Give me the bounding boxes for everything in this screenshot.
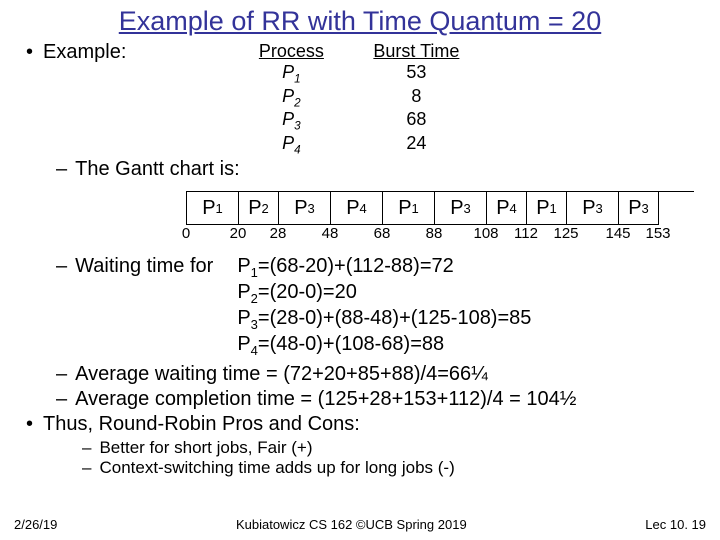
example-label: Example: (43, 41, 126, 64)
gantt-segment: P1 (383, 192, 435, 225)
avg-wait: Average waiting time = (72+20+85+88)/4=6… (75, 363, 488, 386)
process-name: P3 (226, 109, 356, 133)
bullet-dash: – (56, 363, 67, 386)
waiting-calc: P1=(68-20)+(112-88)=72 (237, 255, 531, 281)
process-table: Process Burst Time P153P28P368P424 (226, 41, 476, 156)
bullet-dash: – (56, 255, 67, 359)
gantt-tick: 88 (426, 225, 443, 242)
gantt-segment: P4 (331, 192, 383, 225)
waiting-calc: P2=(20-0)=20 (237, 281, 531, 307)
gantt-segment: P2 (239, 192, 279, 225)
pros-cons-bullet: • Thus, Round-Robin Pros and Cons: (26, 413, 694, 436)
process-row: P153 (226, 62, 476, 86)
content: • Example: Process Burst Time P153P28P36… (0, 37, 720, 478)
gantt-tick: 145 (605, 225, 630, 242)
example-bullet: • Example: Process Burst Time P153P28P36… (26, 41, 694, 156)
col-process-header: Process (226, 41, 356, 62)
burst-time: 8 (356, 86, 476, 110)
burst-time: 24 (356, 133, 476, 157)
footer-date: 2/26/19 (14, 517, 57, 532)
gantt-segment: P1 (527, 192, 567, 225)
bullet-dot: • (26, 413, 33, 436)
footer-right: Lec 10. 19 (645, 517, 706, 532)
slide-title: Example of RR with Time Quantum = 20 (0, 0, 720, 37)
pro-1: – Better for short jobs, Fair (+) (82, 438, 694, 458)
avg-comp-bullet: – Average completion time = (125+28+153+… (56, 388, 694, 411)
bullet-dash: – (82, 458, 91, 478)
bullet-dash: – (82, 438, 91, 458)
gantt-tick: 0 (182, 225, 190, 242)
gantt-segment: P3 (435, 192, 487, 225)
gantt-tick: 125 (553, 225, 578, 242)
waiting-label: Waiting time for (75, 255, 213, 359)
process-row: P368 (226, 109, 476, 133)
process-name: P1 (226, 62, 356, 86)
process-row: P424 (226, 133, 476, 157)
gantt-tick: 153 (645, 225, 670, 242)
gantt-tick: 112 (514, 225, 538, 242)
pro-1-text: Better for short jobs, Fair (+) (99, 438, 312, 458)
gantt-intro-bullet: – The Gantt chart is: (56, 158, 694, 181)
gantt-segment: P3 (567, 192, 619, 225)
gantt-segment: P4 (487, 192, 527, 225)
gantt-tick: 28 (270, 225, 287, 242)
waiting-calc: P3=(28-0)+(88-48)+(125-108)=85 (237, 307, 531, 333)
col-burst-header: Burst Time (356, 41, 476, 62)
process-name: P2 (226, 86, 356, 110)
avg-comp: Average completion time = (125+28+153+11… (75, 388, 576, 411)
gantt-segment: P3 (619, 192, 659, 225)
footer: 2/26/19 Kubiatowicz CS 162 ©UCB Spring 2… (0, 517, 720, 532)
bullet-dash: – (56, 388, 67, 411)
burst-time: 68 (356, 109, 476, 133)
gantt-intro: The Gantt chart is: (75, 158, 240, 181)
avg-wait-bullet: – Average waiting time = (72+20+85+88)/4… (56, 363, 694, 386)
pro-2-text: Context-switching time adds up for long … (99, 458, 454, 478)
footer-mid: Kubiatowicz CS 162 ©UCB Spring 2019 (57, 517, 645, 532)
gantt-segment: P1 (187, 192, 239, 225)
bullet-dash: – (56, 158, 67, 181)
process-row: P28 (226, 86, 476, 110)
gantt-tick: 48 (322, 225, 339, 242)
waiting-calc: P4=(48-0)+(108-68)=88 (237, 333, 531, 359)
bullet-dot: • (26, 41, 33, 64)
waiting-time-block: – Waiting time for P1=(68-20)+(112-88)=7… (56, 255, 694, 359)
gantt-tick: 68 (374, 225, 391, 242)
gantt-tick: 108 (473, 225, 498, 242)
gantt-segment: P3 (279, 192, 331, 225)
pros-cons-label: Thus, Round-Robin Pros and Cons: (43, 413, 360, 436)
gantt-chart: P1P2P3P4P1P3P4P1P3P3 0202848688810811212… (186, 191, 694, 245)
process-name: P4 (226, 133, 356, 157)
pro-2: – Context-switching time adds up for lon… (82, 458, 694, 478)
burst-time: 53 (356, 62, 476, 86)
gantt-tick: 20 (230, 225, 247, 242)
